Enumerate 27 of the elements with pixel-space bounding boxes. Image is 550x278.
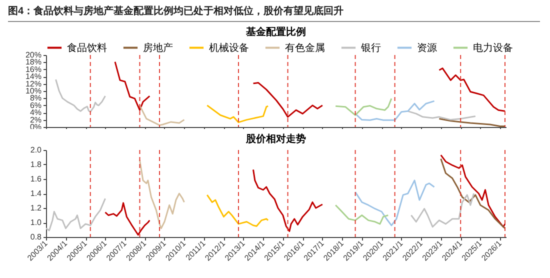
y-tick-label: 1.4 [30,189,42,198]
y-tick-label: 1.8 [30,160,42,169]
y-tick-label: 16% [25,64,42,74]
legend-label: 食品饮料 [67,42,107,54]
legend-label: 银行 [360,42,381,54]
y-tick-label: 6% [30,100,42,110]
y-tick-label: 10% [25,86,42,96]
y-tick-label: 18% [25,58,42,67]
chart-subtitle: 基金配置比例 [245,26,306,38]
y-tick-label: 14% [25,72,42,82]
legend-label: 电力设备 [473,42,513,54]
legend-label: 资源 [417,42,437,54]
y-tick-label: 20% [25,50,42,60]
y-tick-label: 8% [30,94,42,103]
chart-title: 股价相对走势 [245,133,306,145]
y-tick-label: 12% [25,79,42,88]
y-tick-label: 1.0 [30,218,42,227]
y-tick-label: 2.0 [30,146,42,154]
y-tick-label: 1.2 [30,204,42,212]
y-tick-label: 0.8 [30,232,42,242]
chart-title: 图4：食品饮料与房地产基金配置比例均已处于相对低位，股价有望见底回升 [8,4,540,22]
y-tick-label: 4% [30,108,42,118]
legend-label: 有色金属 [285,42,325,54]
y-tick-label: 2% [30,115,42,124]
y-tick-label: 1.6 [30,174,42,184]
legend-label: 房地产 [143,42,173,54]
legend-label: 机械设备 [209,42,249,54]
